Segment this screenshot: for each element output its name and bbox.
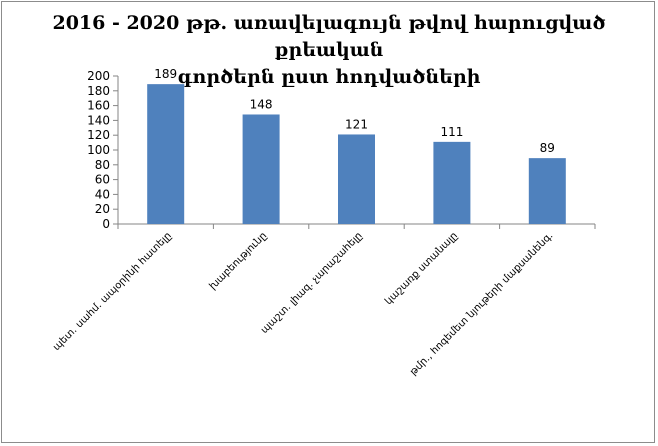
bar: [528, 158, 566, 224]
data-label: 121: [345, 117, 368, 131]
y-tick-label: 20: [95, 202, 110, 216]
data-label: 189: [154, 67, 177, 81]
x-axis: [117, 223, 596, 229]
data-label: 111: [440, 125, 463, 139]
data-label: 148: [250, 97, 273, 111]
chart-title: 2016 - 2020 թթ. առավելագույն թվով հարուց…: [0, 10, 658, 91]
y-tick-label: 100: [87, 143, 110, 157]
category-label: խաբեությունը: [207, 230, 269, 292]
bar: [338, 134, 375, 224]
category-label: պաշտ. լիազ. չարաշահելը: [259, 230, 365, 336]
y-tick-label: 160: [87, 99, 110, 113]
category-labels: պետ. սահմ. ապօրինի հատելը խաբեությունըպաշ…: [51, 230, 555, 377]
y-tick-label: 180: [87, 84, 110, 98]
category-label: կաշառք ստանալը: [383, 230, 460, 307]
y-tick-label: 40: [95, 187, 110, 201]
y-tick-label: 200: [87, 69, 110, 83]
y-tick-label: 0: [102, 217, 110, 231]
chart-title-line-2: գործերն ըստ հոդվածների: [177, 66, 481, 88]
data-labels: 189 148 121 111 89: [154, 67, 555, 155]
chart-title-line-1: 2016 - 2020 թթ. առավելագույն թվով հարուց…: [52, 12, 606, 61]
bar: [147, 84, 185, 224]
y-tick-label: 80: [95, 158, 110, 172]
data-label: 89: [540, 141, 555, 155]
y-tick-label: 60: [95, 173, 110, 187]
y-tick-label: 120: [87, 128, 110, 142]
bars: [147, 84, 566, 224]
bar: [242, 114, 280, 224]
category-label: պետ. սահմ. ապօրինի հատելը: [51, 230, 174, 353]
y-tick-label: 140: [87, 113, 110, 127]
bar: [433, 141, 471, 224]
